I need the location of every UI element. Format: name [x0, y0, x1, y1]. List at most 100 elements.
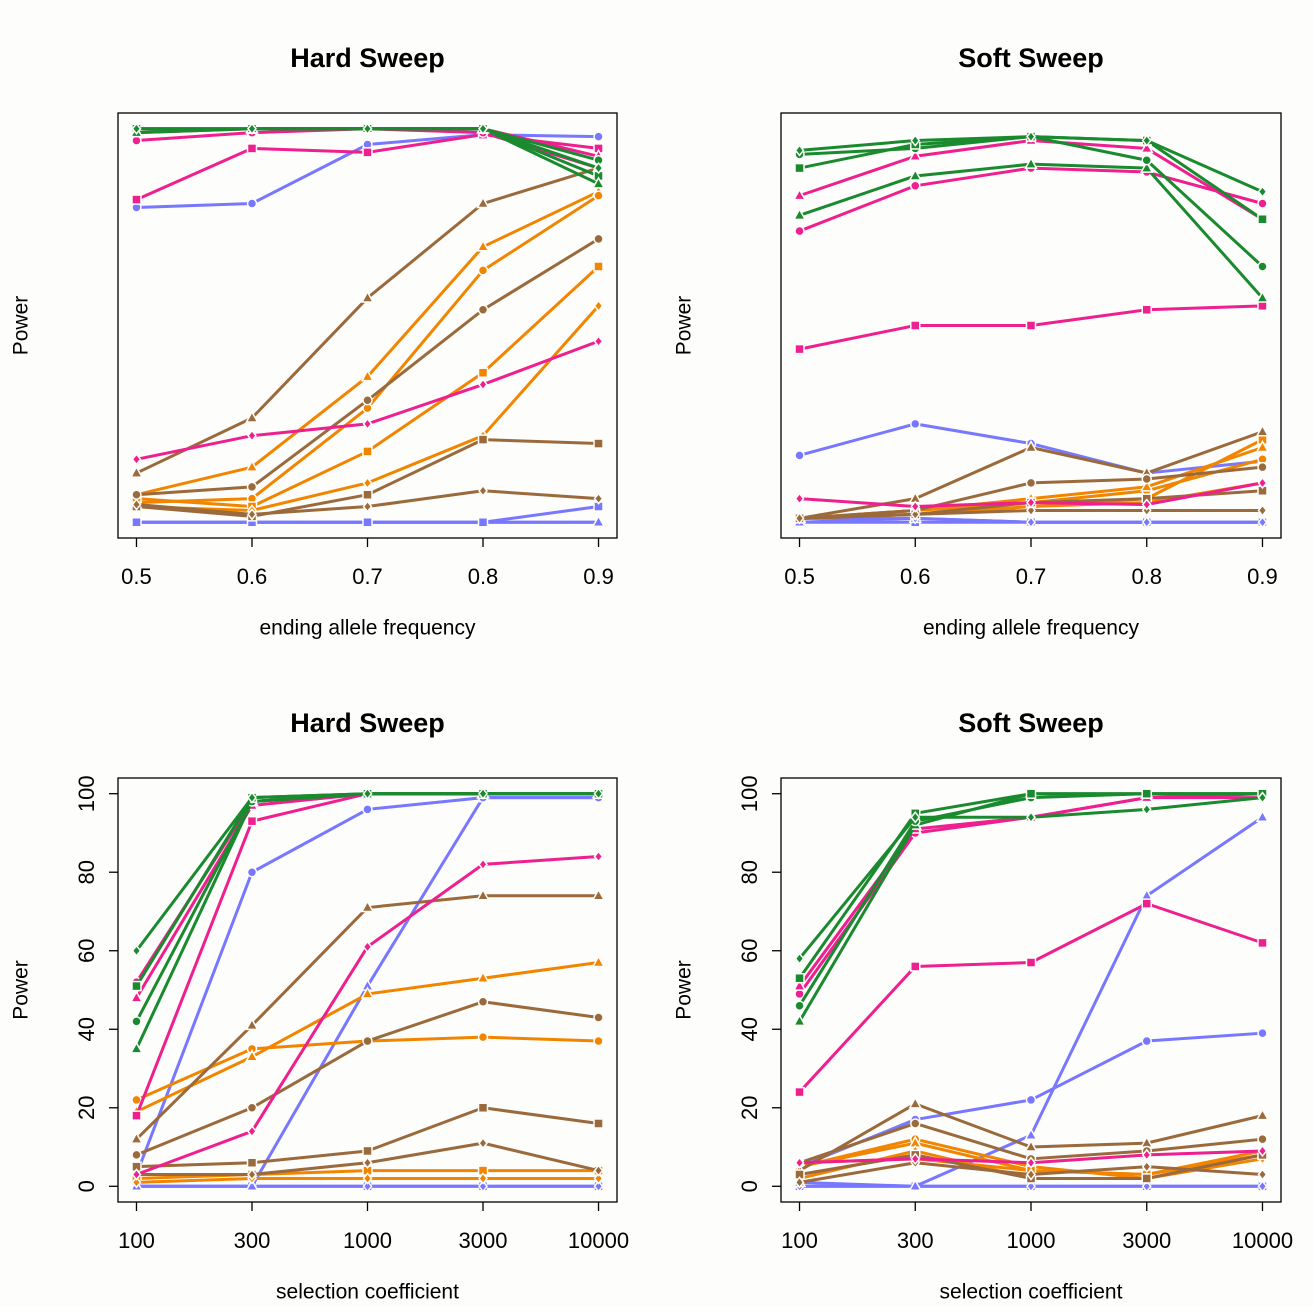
point — [131, 517, 142, 528]
point — [131, 194, 142, 205]
point — [1257, 1180, 1268, 1193]
point — [591, 954, 606, 968]
x-tick-label: 10000 — [568, 1228, 629, 1253]
x-tick-label: 0.8 — [1131, 564, 1162, 589]
point — [1257, 504, 1268, 517]
x-axis-label: selection coefficient — [276, 1281, 459, 1304]
point — [593, 161, 604, 175]
x-tick-label: 1000 — [343, 1228, 392, 1253]
point — [593, 438, 604, 449]
y-axis-label: Power — [10, 960, 33, 1020]
x-tick-label: 0.8 — [468, 564, 499, 589]
point — [792, 207, 807, 221]
point — [1141, 473, 1152, 485]
series-line — [798, 902, 1263, 1094]
point — [129, 990, 144, 1003]
point — [245, 410, 259, 423]
point — [1257, 937, 1268, 949]
series-line — [799, 135, 1264, 268]
point — [794, 1086, 805, 1098]
point — [910, 811, 921, 824]
point — [476, 195, 490, 209]
point — [591, 176, 606, 189]
point — [1257, 261, 1268, 272]
point — [794, 1176, 805, 1189]
point — [1257, 1144, 1268, 1158]
point — [593, 335, 604, 348]
series-line — [135, 792, 599, 1050]
point — [593, 787, 604, 800]
point — [1257, 476, 1268, 490]
point — [1024, 1127, 1038, 1141]
point — [247, 508, 257, 521]
x-tick-label: 3000 — [1122, 1228, 1171, 1253]
point — [593, 131, 604, 142]
y-tick-label: 100 — [74, 775, 99, 812]
panel: Hard Sweep selection coefficient Power 100 3… — [10, 708, 630, 1303]
point — [593, 1164, 604, 1177]
point — [362, 1145, 373, 1157]
point — [362, 517, 373, 528]
point — [131, 1016, 142, 1027]
point — [478, 378, 488, 391]
point — [593, 1035, 604, 1047]
point — [129, 1041, 144, 1054]
point — [362, 122, 373, 135]
point — [908, 148, 923, 162]
panel: Soft Sweep ending allele frequency Power 0.… — [673, 43, 1282, 640]
point — [908, 1178, 923, 1192]
point — [593, 1118, 604, 1129]
point — [593, 261, 604, 272]
plot-frame — [780, 112, 1282, 539]
y-tick-label: 0 — [737, 1180, 762, 1192]
point — [593, 850, 604, 863]
point — [1026, 811, 1036, 824]
point — [1025, 320, 1037, 331]
x-tick-label: 0.7 — [352, 564, 383, 589]
point — [246, 866, 258, 878]
point — [362, 1035, 373, 1047]
point — [246, 143, 258, 154]
point — [245, 1049, 259, 1062]
point — [1255, 290, 1270, 303]
point — [1024, 1139, 1038, 1152]
y-axis-label: Power — [673, 296, 696, 356]
point — [593, 1172, 604, 1185]
point — [1257, 461, 1268, 473]
point — [246, 481, 258, 493]
point — [1026, 1156, 1036, 1169]
point — [362, 804, 373, 815]
point — [1141, 1173, 1152, 1184]
point — [1141, 1180, 1152, 1193]
x-axis-label: ending allele frequency — [260, 617, 476, 640]
y-tick-label: 60 — [74, 938, 99, 962]
point — [477, 304, 489, 316]
point — [131, 980, 142, 992]
panel-title: Soft Sweep — [958, 43, 1104, 73]
point — [910, 961, 921, 972]
point — [477, 434, 489, 445]
point — [246, 1102, 258, 1114]
point — [131, 1149, 142, 1161]
point — [478, 1180, 488, 1193]
point — [478, 1136, 488, 1150]
point — [360, 986, 375, 999]
point — [477, 1031, 489, 1043]
point — [794, 225, 805, 237]
point — [362, 1172, 373, 1185]
point — [1141, 788, 1152, 799]
point — [794, 1000, 805, 1011]
point — [794, 1156, 805, 1169]
point — [360, 899, 375, 913]
x-tick-label: 3000 — [459, 1228, 508, 1253]
point — [477, 517, 489, 528]
point — [792, 978, 807, 991]
point — [129, 1131, 144, 1144]
point — [1257, 185, 1268, 198]
point — [910, 1152, 921, 1166]
point — [1255, 1108, 1270, 1121]
x-tick-label: 100 — [781, 1228, 818, 1253]
point — [131, 489, 142, 500]
x-tick-label: 10000 — [1232, 1228, 1293, 1253]
